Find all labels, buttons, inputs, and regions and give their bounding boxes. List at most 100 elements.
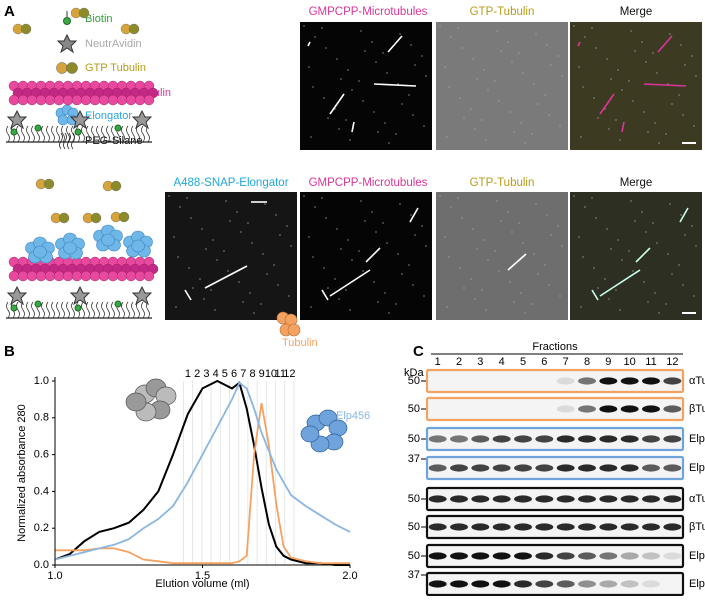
speckle (457, 27, 459, 29)
gmpcpp-tubulin (98, 94, 110, 106)
speckle (643, 111, 645, 113)
gmpcpp-tubulin (107, 270, 119, 282)
speckle (593, 267, 595, 269)
peg (111, 301, 115, 319)
gmpcpp-tubulin (134, 94, 146, 106)
speckle (621, 259, 623, 261)
band (535, 435, 554, 443)
gmpcpp-tubulin (116, 94, 128, 106)
speckle (578, 236, 580, 238)
speckle (386, 72, 388, 74)
speckle (535, 203, 537, 205)
speckle (619, 139, 621, 141)
speckle (412, 114, 414, 116)
gmpcpp-tubulin (143, 94, 155, 106)
speckle (643, 281, 645, 283)
band (642, 580, 660, 588)
speckle (450, 206, 452, 208)
speckle (531, 133, 533, 135)
western-blot: Fractions123456789101112kDa50αTubulin50β… (404, 341, 705, 597)
y-tick-label: 0.8 (34, 412, 49, 424)
speckle (691, 225, 693, 227)
gtp-tubulin (20, 23, 32, 35)
band (471, 552, 490, 560)
peg (96, 125, 100, 143)
speckle (345, 289, 347, 291)
band (578, 377, 596, 385)
speckle (535, 33, 537, 35)
band (642, 435, 660, 443)
speckle (483, 239, 485, 241)
speckle (386, 242, 388, 244)
gmpcpp-tubulin (44, 94, 56, 106)
micrograph (570, 192, 702, 320)
speckle (608, 298, 610, 300)
speckle (533, 253, 535, 255)
band (620, 580, 639, 588)
peg (136, 125, 140, 143)
speckle (498, 270, 500, 272)
micrograph (436, 192, 568, 320)
speckle (695, 75, 697, 77)
band (471, 464, 490, 472)
speckle (375, 61, 377, 63)
band (620, 495, 639, 503)
series-line (54, 381, 351, 561)
speckle (518, 222, 520, 224)
speckle (338, 298, 340, 300)
blot-strip (425, 368, 685, 394)
series-line (54, 379, 350, 566)
speckle (548, 284, 550, 286)
peg (126, 301, 130, 319)
band (492, 523, 511, 531)
speckle (408, 94, 410, 96)
band (428, 435, 447, 443)
speckle (279, 234, 281, 236)
speckle (595, 47, 597, 49)
band (599, 464, 618, 472)
speckle (695, 245, 697, 247)
speckle (314, 36, 316, 38)
speckle (377, 301, 379, 303)
speckle (327, 287, 329, 289)
band (514, 552, 532, 560)
speckle (345, 119, 347, 121)
speckle (669, 203, 671, 205)
speckle (608, 128, 610, 130)
kda-marker: 37 (408, 569, 420, 581)
speckle (557, 225, 559, 227)
panel-label: A (4, 3, 15, 20)
peg (91, 125, 95, 143)
speckle (531, 303, 533, 305)
peg (141, 125, 145, 143)
speckle (266, 273, 268, 275)
speckle (414, 64, 416, 66)
band (663, 405, 682, 413)
band (578, 435, 596, 443)
speckle (310, 306, 312, 308)
speckle (678, 264, 680, 266)
speckle (312, 86, 314, 88)
microtubule (679, 207, 689, 223)
band (663, 435, 682, 443)
peg (141, 301, 145, 319)
band (556, 435, 575, 443)
speckle (684, 64, 686, 66)
speckle (312, 256, 314, 258)
peg (6, 125, 10, 143)
speckle (382, 222, 384, 224)
microtubule (643, 83, 687, 87)
band (514, 523, 532, 531)
peg (31, 125, 35, 143)
neutravidin (69, 109, 91, 130)
image-header: Merge (620, 6, 653, 18)
series-label: Elp456 (336, 410, 370, 422)
speckle (520, 122, 522, 124)
speckle (550, 64, 552, 66)
speckle (340, 248, 342, 250)
speckle (388, 312, 390, 314)
speckle (310, 136, 312, 138)
speckle (229, 220, 231, 222)
speckle (470, 278, 472, 280)
